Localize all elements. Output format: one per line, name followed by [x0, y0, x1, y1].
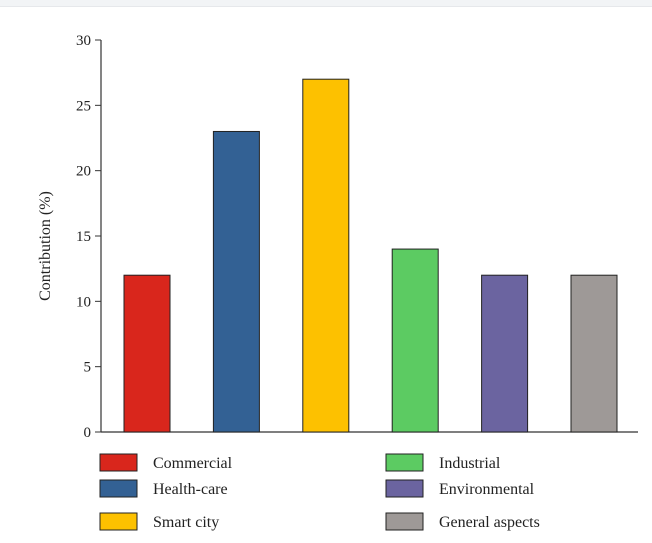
- y-tick-label: 0: [84, 425, 92, 441]
- legend-swatch-environmental: [385, 479, 424, 498]
- bar-health-care: [212, 130, 260, 433]
- y-tick-label: 20: [76, 164, 91, 180]
- legend-swatch-smart-city: [99, 512, 138, 531]
- legend-label-general-aspects: General aspects: [439, 514, 540, 531]
- y-ticks: 0 5 10 15 20 25 30: [76, 33, 101, 441]
- legend-swatch-health-care: [99, 479, 138, 498]
- header-divider: [0, 0, 652, 7]
- legend-label-industrial: Industrial: [439, 455, 501, 472]
- legend-label-commercial: Commercial: [153, 455, 233, 472]
- y-tick-label: 25: [76, 98, 91, 114]
- bars: [123, 78, 618, 433]
- legend-label-environmental: Environmental: [439, 481, 535, 498]
- bar-general-aspects: [570, 274, 618, 433]
- bar-industrial: [391, 248, 439, 433]
- y-tick-label: 10: [76, 294, 91, 310]
- legend: Commercial Health-care Smart city Industria…: [99, 453, 540, 531]
- chart-axes: [100, 40, 638, 433]
- y-axis-label: Contribution (%): [37, 191, 54, 301]
- legend-swatch-industrial: [385, 453, 424, 472]
- bar-smart-city: [302, 78, 350, 433]
- y-tick-label: 15: [76, 229, 91, 245]
- legend-swatch-commercial: [99, 453, 138, 472]
- legend-label-health-care: Health-care: [153, 481, 228, 498]
- bar-commercial: [123, 274, 171, 433]
- y-tick-label: 5: [84, 360, 92, 376]
- legend-label-smart-city: Smart city: [153, 514, 219, 531]
- y-tick-label: 30: [76, 33, 91, 49]
- legend-swatch-general-aspects: [385, 512, 424, 531]
- bar-environmental: [481, 274, 529, 433]
